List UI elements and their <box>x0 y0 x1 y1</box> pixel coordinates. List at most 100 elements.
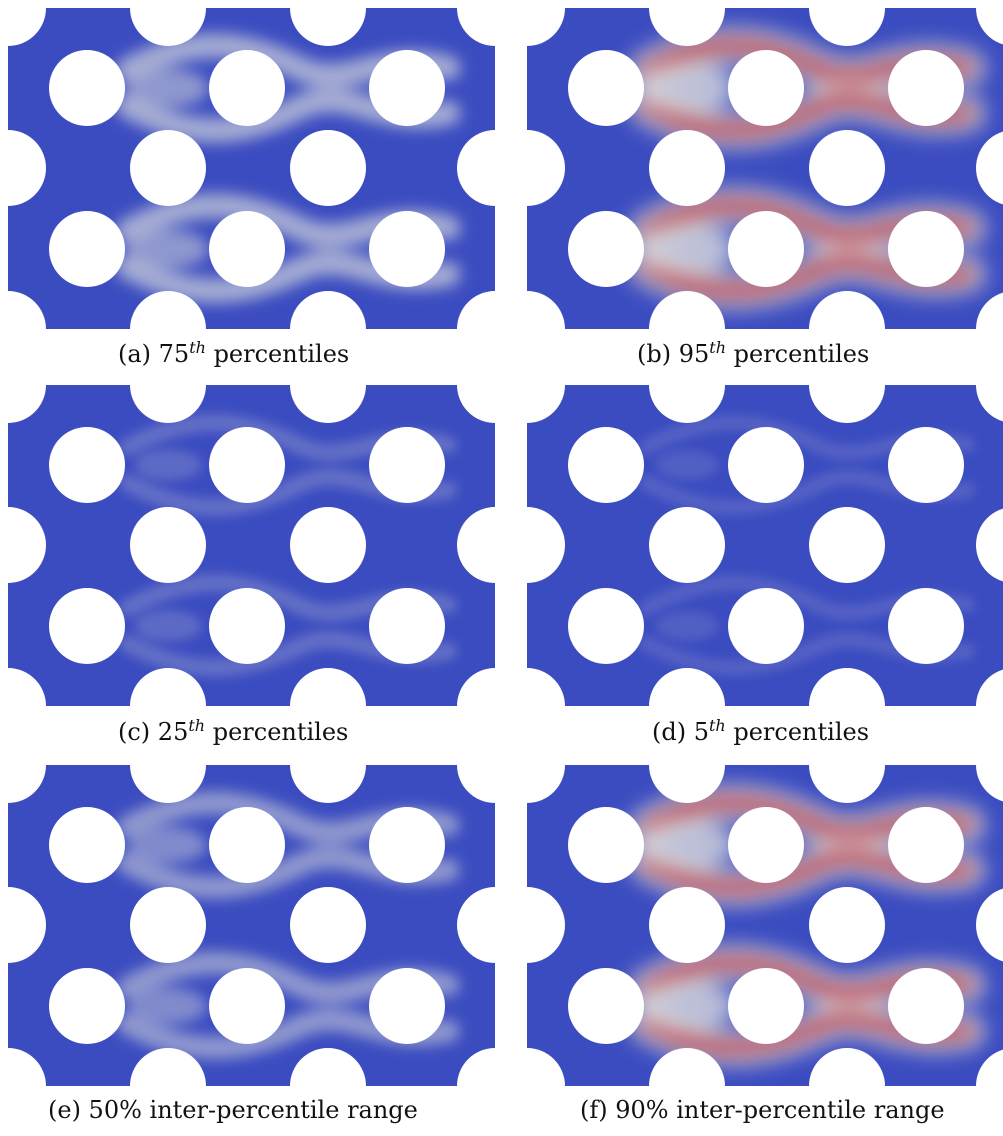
cylinder <box>130 507 206 583</box>
cylinder <box>49 968 125 1044</box>
cylinder <box>527 887 565 963</box>
cylinder <box>130 668 206 706</box>
cylinder <box>290 887 366 963</box>
cylinder <box>728 807 804 883</box>
panel-a <box>8 8 495 329</box>
cylinder <box>209 211 285 287</box>
cylinder <box>728 50 804 126</box>
cylinder <box>457 507 495 583</box>
cylinder <box>369 211 445 287</box>
cylinder <box>527 291 565 329</box>
cylinder <box>527 130 565 206</box>
cylinder <box>809 385 885 423</box>
cylinder <box>649 130 725 206</box>
cylinder <box>728 211 804 287</box>
cylinder <box>369 588 445 664</box>
cylinder <box>527 668 565 706</box>
field-plot-e <box>8 765 495 1086</box>
cylinder <box>649 385 725 423</box>
cylinder <box>457 130 495 206</box>
cylinder <box>649 507 725 583</box>
gap-glow <box>655 450 719 480</box>
cylinder <box>8 668 46 706</box>
gap-glow <box>129 987 207 1025</box>
cylinder <box>649 765 725 803</box>
panel-d <box>527 385 1003 706</box>
cylinder <box>457 291 495 329</box>
cylinder <box>568 807 644 883</box>
cylinder <box>888 427 964 503</box>
cylinder <box>209 588 285 664</box>
field-plot-d <box>527 385 1003 706</box>
cylinder <box>49 588 125 664</box>
field-plot-c <box>8 385 495 706</box>
cylinder <box>809 8 885 46</box>
caption-e: (e) 50% inter-percentile range <box>48 1096 418 1124</box>
cylinder <box>527 1048 565 1086</box>
cylinder <box>209 427 285 503</box>
cylinder <box>49 50 125 126</box>
caption-a: (a) 75th percentiles <box>118 338 350 368</box>
cylinder <box>809 130 885 206</box>
gap-glow <box>134 449 202 481</box>
cylinder <box>568 427 644 503</box>
cylinder <box>209 968 285 1044</box>
cylinder <box>457 887 495 963</box>
cylinder <box>649 1048 725 1086</box>
cylinder <box>457 765 495 803</box>
gap-glow <box>127 68 209 108</box>
gap-glow <box>637 64 737 112</box>
cylinder <box>369 50 445 126</box>
panel-e <box>8 765 495 1086</box>
cylinder <box>568 50 644 126</box>
cylinder <box>809 507 885 583</box>
cylinder <box>457 668 495 706</box>
cylinder <box>290 1048 366 1086</box>
cylinder <box>976 8 1003 45</box>
cylinder <box>8 130 46 206</box>
cylinder <box>976 888 1003 962</box>
cylinder <box>728 968 804 1044</box>
caption-c: (c) 25th percentiles <box>118 716 349 746</box>
cylinder <box>527 507 565 583</box>
cylinder <box>568 211 644 287</box>
cylinder <box>130 887 206 963</box>
field-plot-b <box>527 8 1003 329</box>
caption-b: (b) 95th percentiles <box>637 338 870 368</box>
cylinder <box>130 291 206 329</box>
cylinder <box>888 588 964 664</box>
cylinder <box>649 8 725 46</box>
caption-f: (f) 90% inter-percentile range <box>580 1096 945 1124</box>
gap-glow <box>637 225 737 273</box>
cylinder <box>49 807 125 883</box>
cylinder <box>809 887 885 963</box>
cylinder <box>209 807 285 883</box>
cylinder <box>290 291 366 329</box>
cylinder <box>457 385 495 423</box>
cylinder <box>130 130 206 206</box>
cylinder <box>130 385 206 423</box>
cylinder <box>976 765 1003 802</box>
cylinder <box>976 1049 1003 1086</box>
gap-glow <box>655 611 719 641</box>
gap-glow <box>127 229 209 269</box>
cylinder <box>728 427 804 503</box>
cylinder <box>809 765 885 803</box>
cylinder <box>568 968 644 1044</box>
cylinder <box>976 669 1003 706</box>
gap-glow <box>134 610 202 642</box>
cylinder <box>130 8 206 46</box>
cylinder <box>8 291 46 329</box>
cylinder <box>49 427 125 503</box>
cylinder <box>8 887 46 963</box>
cylinder <box>809 1048 885 1086</box>
cylinder <box>527 765 565 803</box>
cylinder <box>369 968 445 1044</box>
cylinder <box>888 807 964 883</box>
cylinder <box>649 887 725 963</box>
cylinder <box>369 427 445 503</box>
panel-f <box>527 765 1003 1086</box>
cylinder <box>290 765 366 803</box>
cylinder <box>728 588 804 664</box>
cylinder <box>809 291 885 329</box>
